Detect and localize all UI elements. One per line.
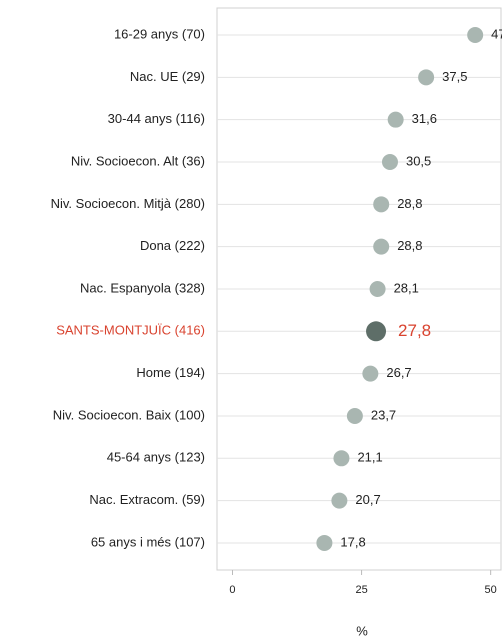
dot [333, 450, 350, 467]
value-label: 26,7 [386, 365, 411, 380]
dot [369, 280, 386, 297]
value-label: 28,1 [394, 280, 419, 295]
value-label: 28,8 [397, 238, 422, 253]
x-tick-label: 25 [355, 584, 367, 596]
category-label: Dona (222) [140, 238, 205, 253]
value-label: 21,1 [357, 450, 382, 465]
dot [467, 27, 484, 43]
category-label: Niv. Socioecon. Baix (100) [53, 407, 205, 422]
dot [362, 365, 379, 382]
category-label: 45-64 anys (123) [107, 450, 205, 465]
x-axis-label: % [356, 623, 368, 638]
category-label: 65 anys i més (107) [91, 534, 205, 549]
dot [346, 407, 363, 424]
dot [366, 321, 387, 342]
value-label: 37,5 [442, 69, 467, 84]
dot [381, 153, 398, 170]
category-label: Nac. Espanyola (328) [80, 280, 205, 295]
dot [387, 111, 404, 128]
category-label: Niv. Socioecon. Mitjà (280) [51, 196, 205, 211]
value-label: 17,8 [340, 534, 365, 549]
dot [418, 69, 435, 86]
dot [373, 238, 390, 255]
value-label: 47,0 [491, 26, 502, 41]
category-label: Niv. Socioecon. Alt (36) [71, 153, 205, 168]
value-label: 30,5 [406, 153, 431, 168]
dot [316, 534, 333, 551]
dot [373, 196, 390, 213]
value-label: 20,7 [355, 492, 380, 507]
category-label: Home (194) [136, 365, 205, 380]
x-tick-label: 50 [485, 584, 497, 596]
x-tick-label: 0 [229, 584, 235, 596]
category-label: 16-29 anys (70) [114, 26, 205, 41]
dot [331, 492, 348, 509]
category-label: Nac. UE (29) [130, 69, 205, 84]
value-label: 27,8 [398, 321, 431, 340]
category-label: 30-44 anys (116) [108, 111, 205, 126]
value-label: 23,7 [371, 407, 396, 422]
value-label: 31,6 [412, 111, 437, 126]
category-label: Nac. Extracom. (59) [89, 492, 205, 507]
value-label: 28,8 [397, 196, 422, 211]
category-label: SANTS-MONTJUÏC (416) [56, 323, 205, 338]
